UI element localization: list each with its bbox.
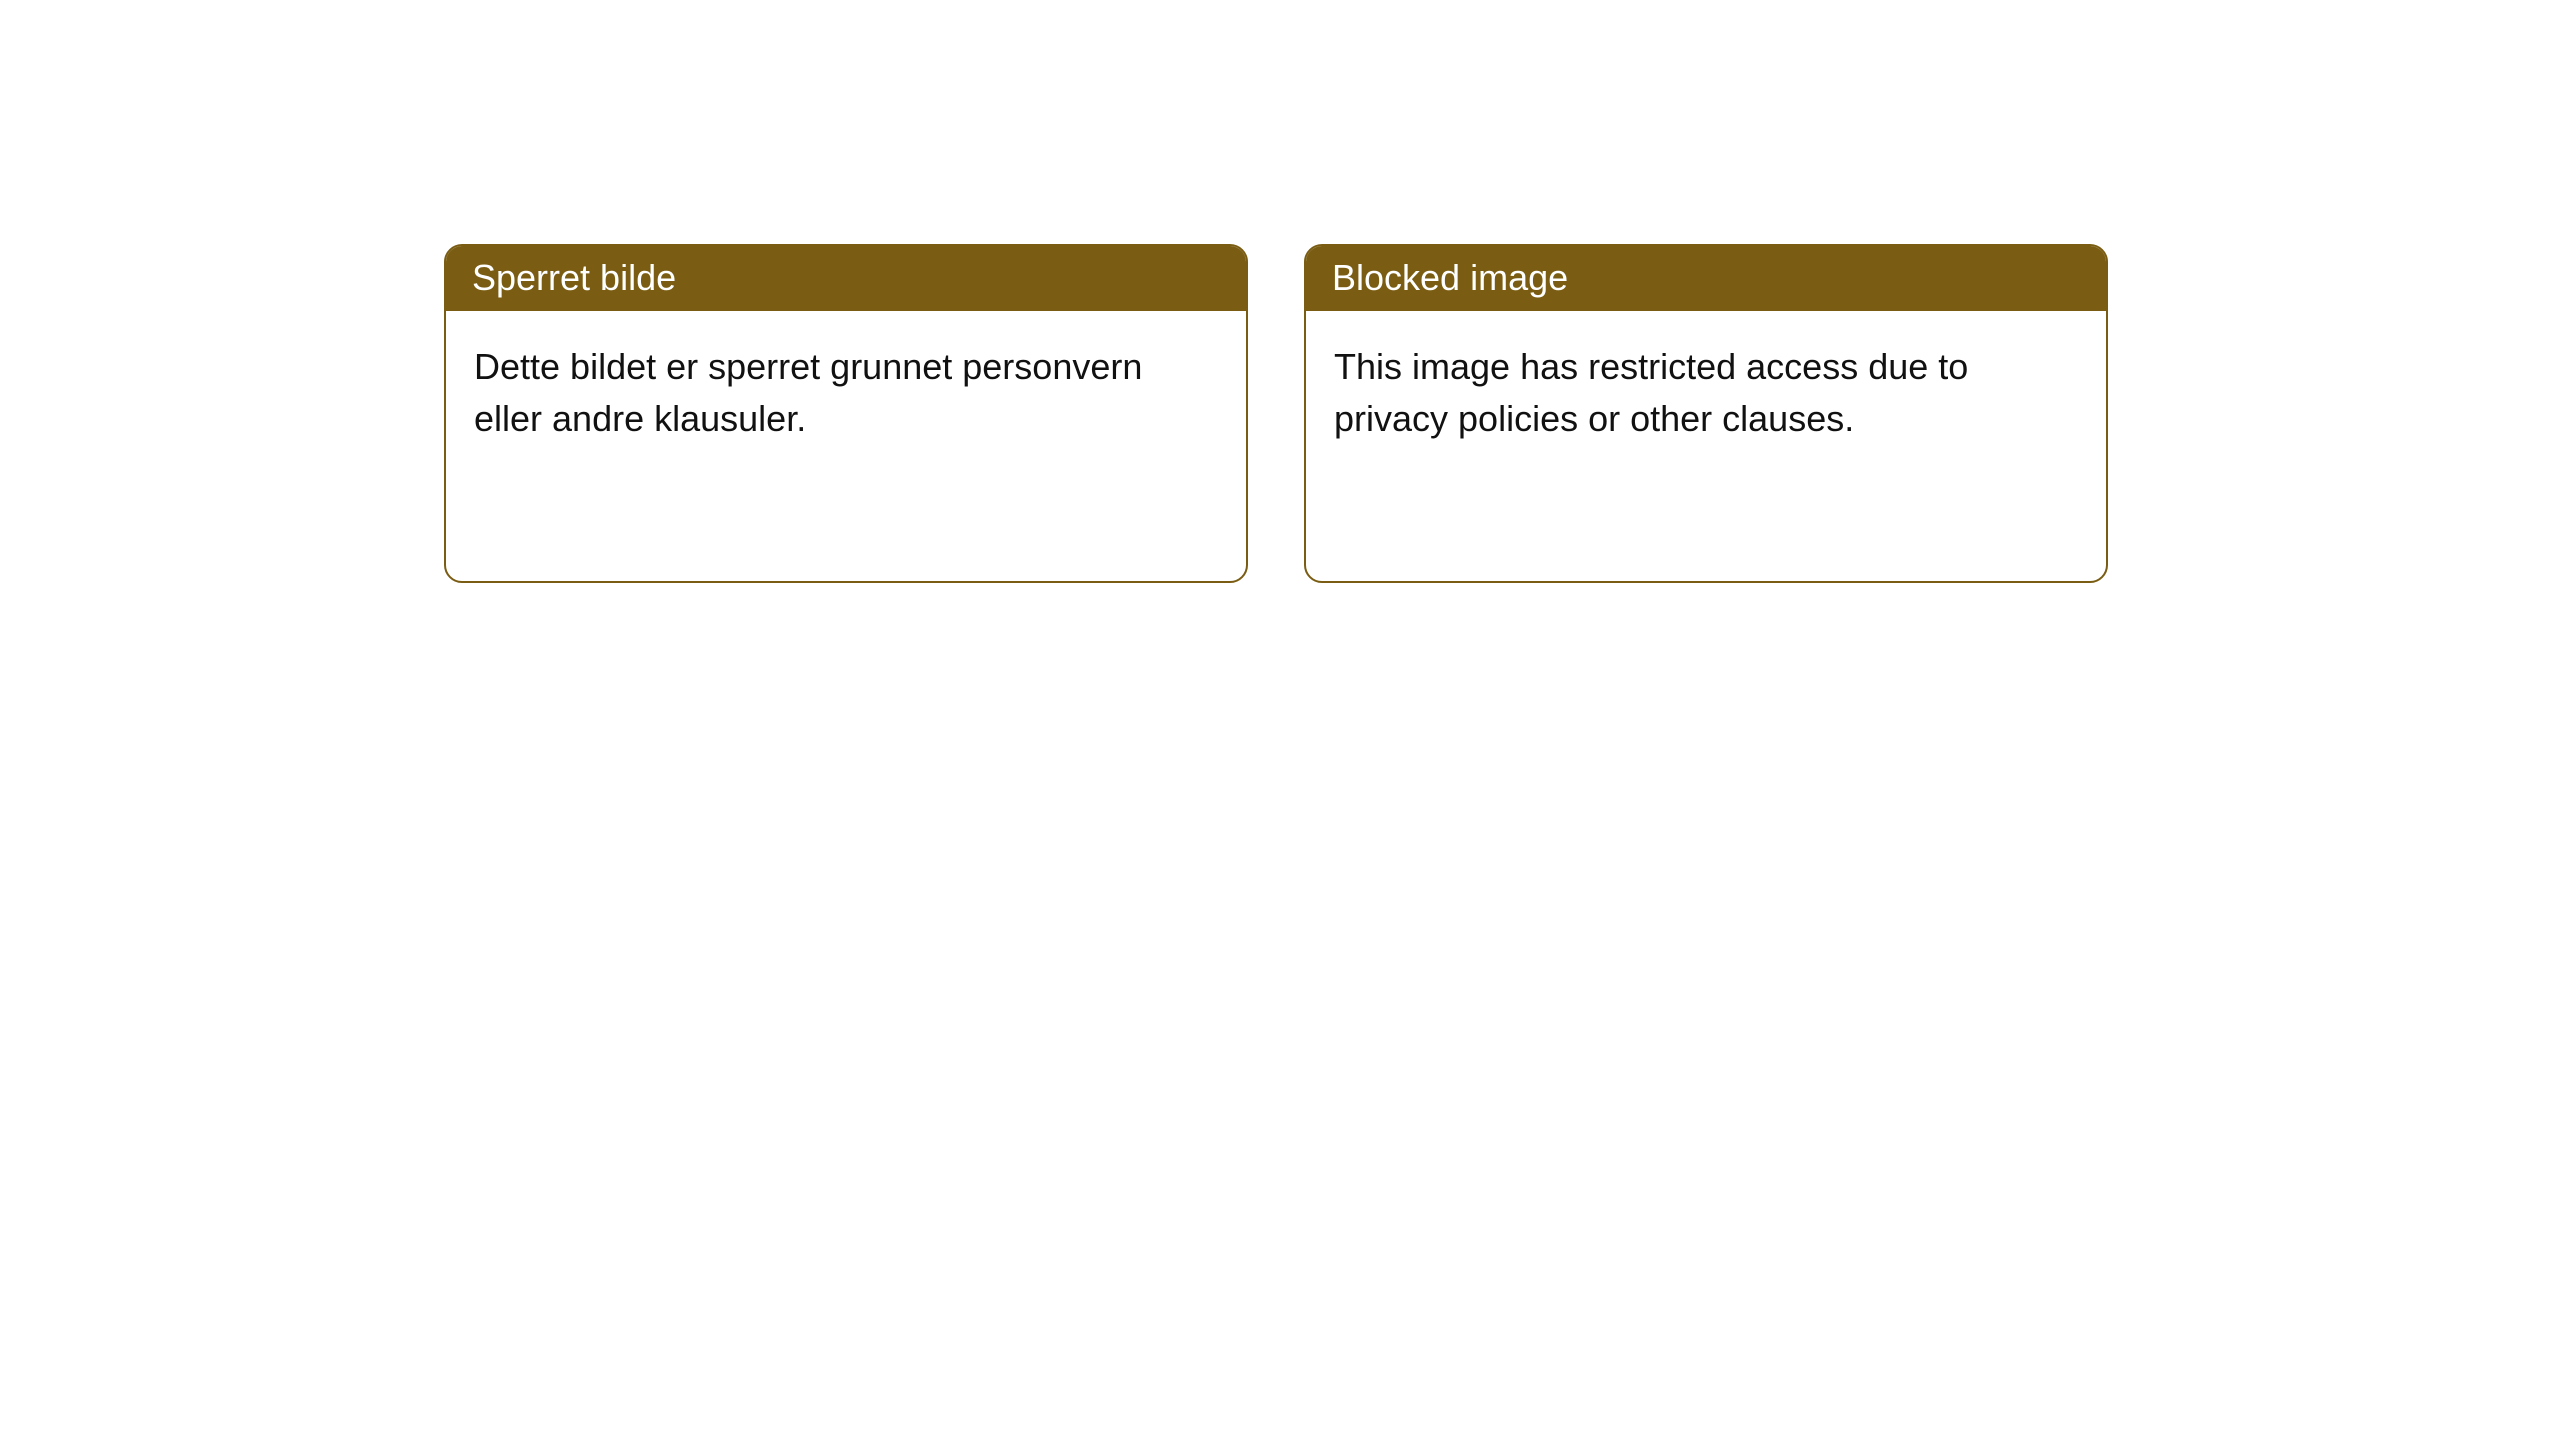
notice-body: This image has restricted access due to …: [1306, 311, 2106, 581]
notice-card-norwegian: Sperret bilde Dette bildet er sperret gr…: [444, 244, 1248, 583]
notice-title: Blocked image: [1306, 246, 2106, 311]
notice-title: Sperret bilde: [446, 246, 1246, 311]
notice-card-english: Blocked image This image has restricted …: [1304, 244, 2108, 583]
notice-container: Sperret bilde Dette bildet er sperret gr…: [0, 0, 2560, 583]
notice-body: Dette bildet er sperret grunnet personve…: [446, 311, 1246, 581]
